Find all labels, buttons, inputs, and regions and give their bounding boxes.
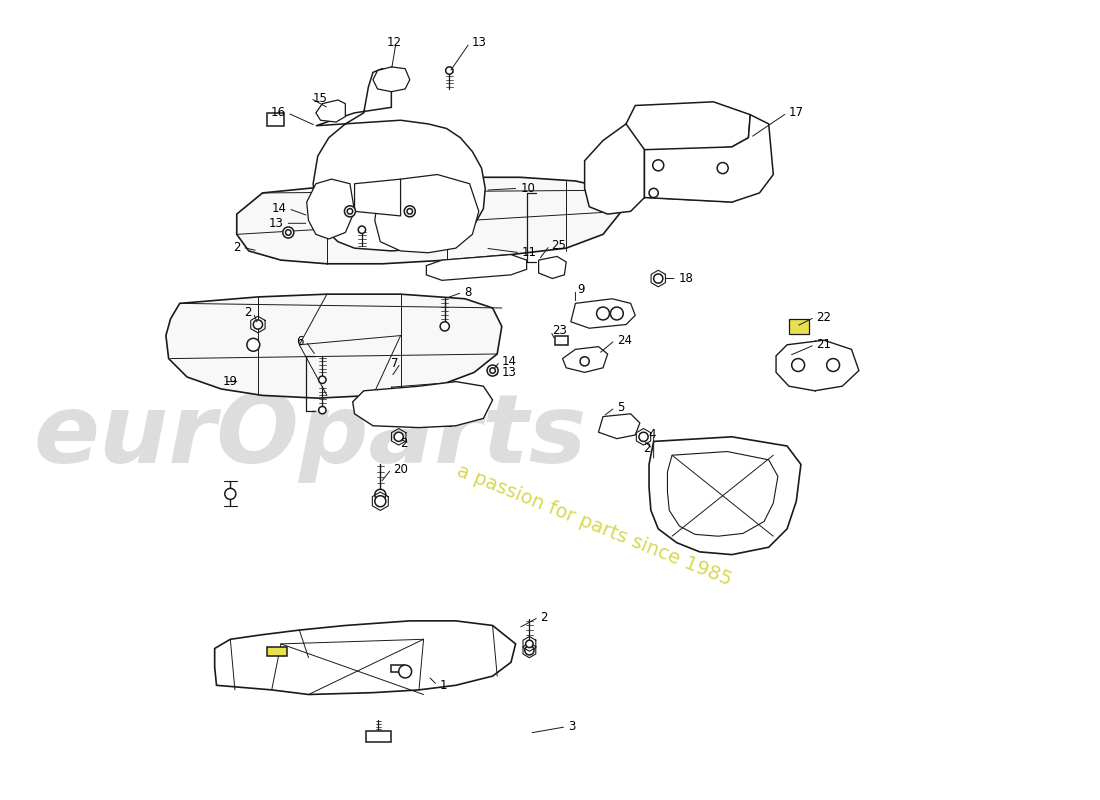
Circle shape xyxy=(526,640,534,647)
Text: 8: 8 xyxy=(464,286,472,299)
Text: 14: 14 xyxy=(502,355,517,368)
Bar xyxy=(392,665,404,673)
Text: 7: 7 xyxy=(392,357,398,370)
Text: 1: 1 xyxy=(439,678,447,692)
Text: 25: 25 xyxy=(551,239,566,252)
Polygon shape xyxy=(539,257,566,278)
Polygon shape xyxy=(214,621,516,694)
Text: eurOparts: eurOparts xyxy=(34,390,587,483)
Polygon shape xyxy=(166,294,502,398)
Text: 3: 3 xyxy=(568,720,575,734)
Text: 13: 13 xyxy=(502,366,517,379)
Bar xyxy=(365,731,392,742)
Polygon shape xyxy=(314,69,485,251)
Polygon shape xyxy=(375,174,478,253)
Circle shape xyxy=(375,496,386,506)
Text: 5: 5 xyxy=(617,401,624,414)
Text: 13: 13 xyxy=(268,217,284,230)
Text: 14: 14 xyxy=(272,202,286,215)
Circle shape xyxy=(487,365,498,376)
Circle shape xyxy=(404,206,416,217)
Text: 2: 2 xyxy=(400,437,408,450)
Circle shape xyxy=(359,226,365,234)
Text: 2: 2 xyxy=(244,306,252,319)
Circle shape xyxy=(286,230,292,235)
Text: 9: 9 xyxy=(578,283,585,296)
Circle shape xyxy=(319,376,326,383)
Circle shape xyxy=(224,488,235,499)
Circle shape xyxy=(344,206,355,217)
Text: 16: 16 xyxy=(271,106,286,119)
Text: 13: 13 xyxy=(472,37,486,50)
Polygon shape xyxy=(354,179,400,216)
Polygon shape xyxy=(584,124,645,214)
Circle shape xyxy=(375,490,386,500)
Text: 18: 18 xyxy=(679,272,693,285)
Circle shape xyxy=(490,368,495,374)
Circle shape xyxy=(596,307,609,320)
Bar xyxy=(556,335,568,345)
Circle shape xyxy=(446,67,453,74)
Polygon shape xyxy=(777,340,859,390)
Polygon shape xyxy=(353,382,493,428)
Circle shape xyxy=(525,646,533,655)
Circle shape xyxy=(398,665,411,678)
Polygon shape xyxy=(562,346,607,372)
Text: 23: 23 xyxy=(552,325,568,338)
Text: 2: 2 xyxy=(644,442,651,455)
Circle shape xyxy=(580,357,590,366)
Text: 20: 20 xyxy=(393,462,408,475)
Polygon shape xyxy=(626,102,750,151)
Text: 2: 2 xyxy=(540,610,548,624)
Polygon shape xyxy=(571,298,635,328)
Circle shape xyxy=(253,320,263,329)
Circle shape xyxy=(319,406,326,414)
Circle shape xyxy=(394,432,404,442)
Bar xyxy=(789,319,810,334)
Circle shape xyxy=(827,358,839,371)
Text: 4: 4 xyxy=(648,429,656,442)
Polygon shape xyxy=(373,67,410,92)
Text: 15: 15 xyxy=(312,92,327,105)
Circle shape xyxy=(246,338,260,351)
Circle shape xyxy=(792,358,804,371)
Text: a passion for parts since 1985: a passion for parts since 1985 xyxy=(453,461,734,590)
Circle shape xyxy=(717,162,728,174)
Circle shape xyxy=(652,160,663,171)
Polygon shape xyxy=(598,414,640,438)
Polygon shape xyxy=(668,451,778,536)
Text: 22: 22 xyxy=(816,310,832,324)
Text: 19: 19 xyxy=(222,375,238,388)
Circle shape xyxy=(649,188,658,198)
Text: 12: 12 xyxy=(386,37,402,50)
Text: 17: 17 xyxy=(789,106,804,119)
Circle shape xyxy=(407,209,412,214)
Polygon shape xyxy=(316,100,345,122)
Circle shape xyxy=(610,307,624,320)
Bar xyxy=(267,113,284,126)
Polygon shape xyxy=(427,254,527,280)
Polygon shape xyxy=(645,114,773,202)
Text: 10: 10 xyxy=(520,182,535,195)
Circle shape xyxy=(283,227,294,238)
Circle shape xyxy=(348,209,353,214)
Circle shape xyxy=(653,274,663,283)
Bar xyxy=(267,646,287,656)
Text: 11: 11 xyxy=(522,246,537,259)
Text: 6: 6 xyxy=(296,334,304,348)
Circle shape xyxy=(440,322,449,331)
Polygon shape xyxy=(307,179,354,239)
Polygon shape xyxy=(649,437,801,554)
Polygon shape xyxy=(236,178,622,264)
Circle shape xyxy=(639,432,648,442)
Text: 2: 2 xyxy=(233,241,241,254)
Text: 24: 24 xyxy=(617,334,631,346)
Text: 21: 21 xyxy=(816,338,832,351)
